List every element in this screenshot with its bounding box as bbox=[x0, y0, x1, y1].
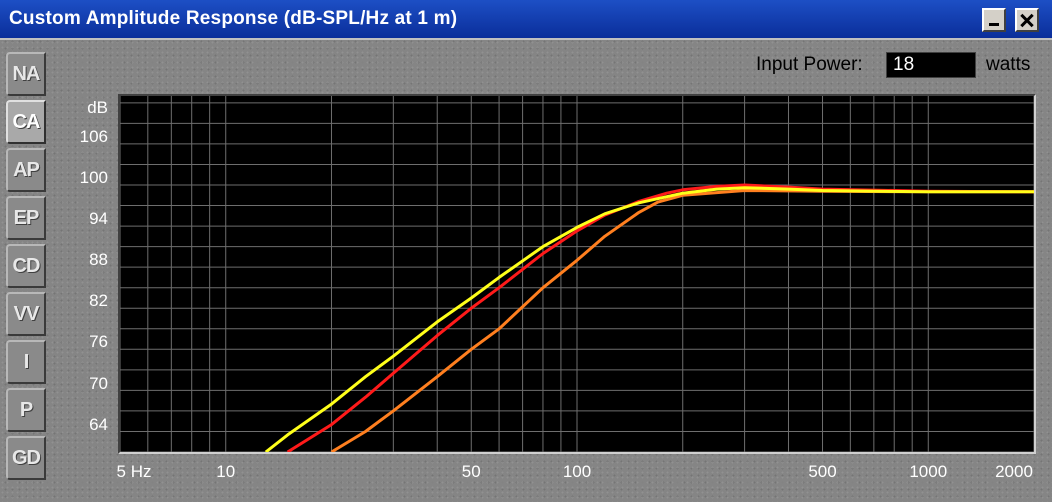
response-chart-svg bbox=[120, 96, 1034, 452]
x-tick-label: 500 bbox=[808, 462, 837, 481]
y-tick-label: 106 bbox=[79, 127, 108, 147]
tab-ap[interactable]: AP bbox=[6, 148, 46, 192]
series-line-3 bbox=[264, 186, 1034, 452]
tab-cd[interactable]: CD bbox=[6, 244, 46, 288]
input-power-label: Input Power: bbox=[756, 54, 863, 75]
tab-vv[interactable]: VV bbox=[6, 292, 46, 336]
close-button[interactable] bbox=[1015, 8, 1039, 32]
title-bar[interactable]: Custom Amplitude Response (dB-SPL/Hz at … bbox=[0, 0, 1052, 40]
y-tick-label: 100 bbox=[79, 168, 108, 188]
input-power-unit: watts bbox=[986, 54, 1031, 75]
y-tick-label: 64 bbox=[89, 414, 108, 434]
response-chart[interactable] bbox=[118, 94, 1036, 454]
series-line-2 bbox=[286, 183, 1034, 452]
y-tick-label: 88 bbox=[89, 250, 108, 270]
x-tick-label: 5 Hz bbox=[116, 462, 152, 481]
tab-gd[interactable]: GD bbox=[6, 436, 46, 480]
x-tick-label: 10 bbox=[216, 462, 236, 481]
x-tick-label: 100 bbox=[562, 462, 592, 481]
x-tick-label: 2000 bbox=[995, 462, 1033, 481]
y-tick-label: 70 bbox=[89, 373, 108, 393]
x-tick-label: 50 bbox=[461, 462, 481, 481]
tab-p[interactable]: P bbox=[6, 388, 46, 432]
input-power-field[interactable] bbox=[886, 52, 976, 78]
tab-ca[interactable]: CA bbox=[6, 100, 46, 144]
tab-na[interactable]: NA bbox=[6, 52, 46, 96]
tab-ep[interactable]: EP bbox=[6, 196, 46, 240]
tab-i[interactable]: I bbox=[6, 340, 46, 384]
minimize-button[interactable] bbox=[982, 8, 1006, 32]
y-tick-label: 82 bbox=[89, 291, 108, 311]
y-tick-label: 76 bbox=[89, 332, 108, 352]
x-tick-label: 1000 bbox=[909, 462, 948, 481]
series-line-1 bbox=[330, 189, 1034, 452]
y-tick-label: dB bbox=[87, 98, 108, 117]
y-tick-label: 94 bbox=[89, 209, 108, 229]
window-title: Custom Amplitude Response (dB-SPL/Hz at … bbox=[9, 8, 458, 29]
